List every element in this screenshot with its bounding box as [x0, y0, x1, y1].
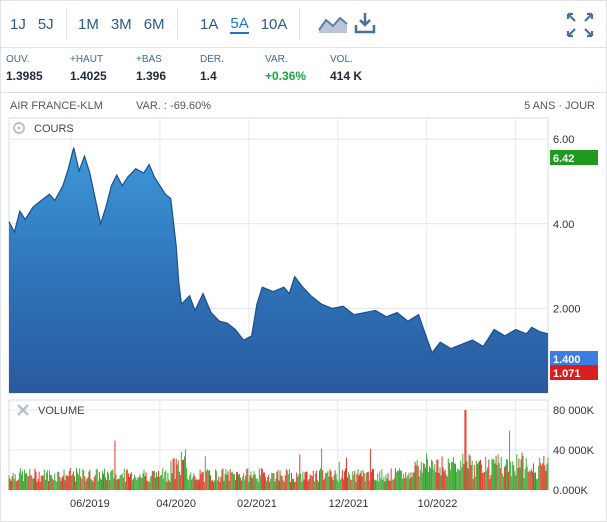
- price-marker-label: 1.400: [553, 354, 581, 366]
- area-chart-icon[interactable]: [318, 14, 348, 39]
- x-tick-label: 02/2021: [237, 498, 277, 510]
- stats-bar: OUV. 1.3985 +HAUT 1.4025 +BAS 1.396 DER.…: [0, 48, 607, 93]
- period-range: 5 ANS · JOUR: [524, 100, 595, 112]
- period-3m-button[interactable]: 3M: [110, 15, 132, 33]
- price-line: [8, 147, 549, 355]
- period-1j-button[interactable]: 1J: [10, 15, 26, 33]
- price-marker-label: 1.071: [553, 368, 581, 380]
- x-tick-label: 06/2019: [70, 498, 110, 510]
- stat-high: +HAUT 1.4025: [70, 54, 107, 83]
- toolbar: 1J 5J 1M 3M 6M 1A 5A 10A: [0, 0, 607, 48]
- stat-volume: VOL. 414 K: [330, 54, 363, 83]
- volume-panel: [8, 399, 549, 491]
- gear-icon[interactable]: [13, 122, 25, 134]
- volume-tick-label: 80 000K: [553, 405, 595, 417]
- price-tick-label: 4.00: [553, 219, 574, 231]
- price-tick-label: 6.00: [553, 134, 574, 146]
- x-tick-label: 04/2020: [156, 498, 196, 510]
- price-marker-flag: [550, 150, 598, 165]
- period-group-days: 1J 5J: [4, 8, 67, 40]
- period-1m-button[interactable]: 1M: [78, 15, 99, 33]
- volume-tick-label: 0.000K: [553, 485, 589, 497]
- x-tick-label: 12/2021: [329, 498, 369, 510]
- stat-open: OUV. 1.3985: [6, 54, 43, 83]
- period-5j-button[interactable]: 5J: [37, 15, 54, 33]
- panel-label-volume: VOLUME: [38, 405, 84, 417]
- x-tick-label: 10/2022: [418, 498, 458, 510]
- instrument-name: AIR FRANCE-KLM: [10, 100, 103, 112]
- price-marker-flag: [550, 365, 598, 380]
- period-6m-button[interactable]: 6M: [143, 15, 165, 33]
- stat-last: DER. 1.4: [200, 54, 224, 83]
- period-1a-button[interactable]: 1A: [200, 15, 219, 33]
- price-marker-label: 6.42: [553, 153, 574, 165]
- price-marker-flag: [550, 351, 598, 366]
- stat-low: +BAS 1.396: [136, 54, 167, 83]
- period-group-years: 1A 5A 10A: [194, 8, 301, 40]
- panel-label-cours: COURS: [34, 123, 74, 135]
- download-icon[interactable]: [354, 11, 376, 40]
- period-group-months: 1M 3M 6M: [72, 8, 178, 40]
- price-tick-label: 2.000: [553, 303, 581, 315]
- price-area: [9, 147, 548, 393]
- volume-tick-label: 40 000K: [553, 445, 595, 457]
- period-10a-button[interactable]: 10A: [260, 15, 288, 33]
- close-icon[interactable]: [17, 404, 29, 416]
- stat-variation: VAR. +0.36%: [265, 54, 307, 83]
- period-5a-button[interactable]: 5A: [230, 14, 249, 34]
- fullscreen-icon[interactable]: [566, 12, 594, 43]
- period-variation: VAR. : -69.60%: [136, 100, 211, 112]
